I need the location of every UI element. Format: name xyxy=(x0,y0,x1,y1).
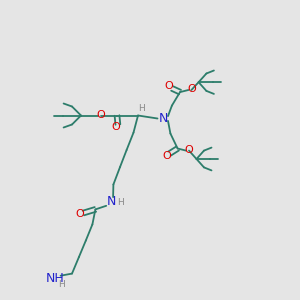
Text: O: O xyxy=(75,209,84,219)
Text: N: N xyxy=(107,195,116,208)
Text: O: O xyxy=(187,84,196,94)
Text: O: O xyxy=(164,81,173,91)
Text: O: O xyxy=(162,151,171,161)
Text: H: H xyxy=(138,104,145,113)
Text: O: O xyxy=(184,145,194,155)
Text: H: H xyxy=(58,280,65,289)
Text: H: H xyxy=(117,198,124,207)
Text: NH: NH xyxy=(46,272,64,285)
Text: N: N xyxy=(159,112,168,125)
Text: O: O xyxy=(96,110,105,121)
Text: O: O xyxy=(111,122,120,133)
